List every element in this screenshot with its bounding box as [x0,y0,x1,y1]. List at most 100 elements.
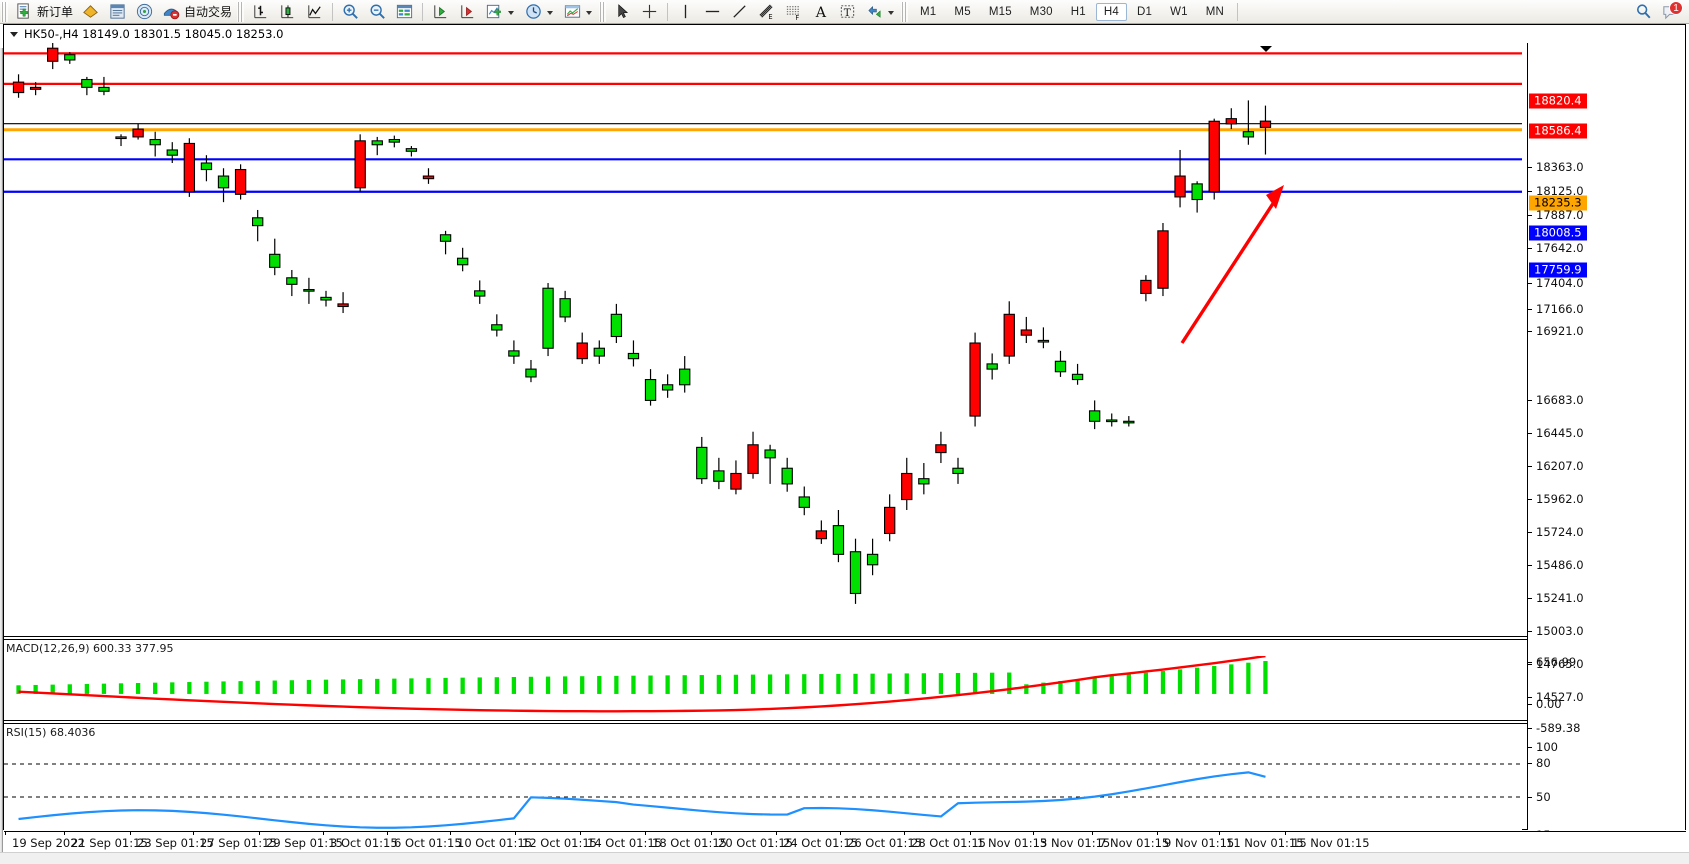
vertical-line-icon [684,4,687,19]
time-tick-label: 6 Oct 01:15 [387,831,462,850]
crosshair-tool-button[interactable] [637,1,662,23]
time-tick-label: 3 Nov 01:15 [1032,831,1111,850]
timeframe-h4[interactable]: H4 [1095,2,1127,21]
trendline-tool-button[interactable] [727,1,752,23]
notifications-button[interactable]: 1 [1658,0,1683,23]
templates-button[interactable] [560,1,597,23]
auto-trading-icon [163,8,180,20]
time-tick-label: 29 Sep 01:15 [259,831,343,850]
price-tick: 18125.0 [1528,184,1584,198]
toolbar-separator-3 [667,2,669,21]
terminal-window-icon [110,4,125,19]
bar-chart-icon [254,5,267,19]
svg-text:F: F [795,14,799,21]
time-tick-label: 12 Oct 01:15 [515,831,597,850]
time-tick-label: 28 Oct 01:15 [904,831,986,850]
timeframe-m30[interactable]: M30 [1029,5,1053,18]
arrows-chevron-down-icon[interactable] [888,10,895,15]
terminal-button[interactable] [105,1,130,23]
bar-chart-button[interactable] [248,1,273,23]
indicators-button[interactable] [482,1,519,23]
indicators-chevron-down-icon[interactable] [508,10,515,15]
price-pane[interactable] [4,43,1522,630]
palette-icon [83,5,98,18]
cursor-tool-button[interactable] [610,1,635,23]
arrows-tool-button[interactable] [862,1,899,23]
text-tool-button[interactable]: A [808,1,833,23]
arrows-shapes-icon [868,6,881,18]
chart-scroll-down-arrow-icon[interactable] [1260,46,1272,52]
main-toolbar: 新订单 [0,0,1689,24]
chart-area: HK50-,H4 18149.0 18301.5 18045.0 18253.0… [0,24,1689,864]
pane-divider-price-macd-2 [4,639,1686,640]
auto-scroll-button[interactable] [455,1,480,23]
timeframe-m5[interactable]: M5 [954,5,971,18]
fibonacci-icon: F [786,6,799,21]
trendline-icon [733,5,746,18]
timeframes-button[interactable] [521,1,558,23]
auto-trading-button[interactable]: 自动交易 [159,1,235,23]
search-icon [1636,4,1651,19]
time-tick-label: 26 Oct 01:15 [840,831,922,850]
new-order-button[interactable]: 新订单 [12,1,76,23]
time-tick-label: 18 Oct 01:15 [645,831,727,850]
timeframe-d1[interactable]: D1 [1137,5,1153,18]
macd-pane[interactable] [4,656,1522,728]
price-tick: 16445.0 [1528,426,1584,440]
toolbar-grip[interactable] [1,1,8,22]
grid-table-icon [396,4,413,19]
chart-shift-icon [434,5,447,19]
toolbar-separator-2 [422,2,424,21]
symbol-header: HK50-,H4 18149.0 18301.5 18045.0 18253.0 [4,25,1684,42]
timeframe-w1[interactable]: W1 [1170,5,1188,18]
signals-button[interactable] [132,1,157,23]
fibonacci-tool-button[interactable]: F [781,1,806,23]
timeframe-group: M1 M5 M15 M30 H1 H4 D1 W1 MN [911,2,1233,21]
price-level-tag: 18235.3 [1529,195,1587,211]
equidistant-channel-button[interactable]: E [754,1,779,23]
zoom-out-button[interactable] [365,1,390,23]
macd-tick: 0.00 [1528,697,1562,711]
search-button[interactable] [1631,1,1656,23]
templates-chevron-down-icon[interactable] [586,10,593,15]
timeframe-m1[interactable]: M1 [920,5,937,18]
rsi-tick: 80 [1528,756,1551,770]
symbol-dropdown-icon[interactable] [10,32,18,37]
price-scale-axis[interactable]: 18363.0 18125.0 17887.0 17642.0 17404.0 17166… [1527,43,1685,852]
time-tick-label: 27 Sep 01:15 [193,831,277,850]
timeframes-chevron-down-icon[interactable] [547,10,554,15]
time-tick-label: 10 Oct 01:15 [450,831,532,850]
horizontal-line-tool-button[interactable] [700,1,725,23]
time-tick-label: 20 Oct 01:15 [711,831,793,850]
zoom-in-button[interactable] [338,1,363,23]
svg-text:T: T [844,7,851,19]
toolbar-grip-4[interactable] [901,1,909,22]
timeframe-m15[interactable]: M15 [988,5,1012,18]
data-window-button[interactable] [392,1,417,23]
timeframe-h1[interactable]: H1 [1070,5,1086,18]
vertical-line-tool-button[interactable] [673,1,698,23]
price-tick: 15724.0 [1528,525,1584,539]
signal-radar-icon [136,3,153,20]
cursor-arrow-icon [618,4,629,19]
chart-left-scrollbar[interactable] [0,48,3,854]
time-scale-axis[interactable]: 19 Sep 2022 21 Sep 01:15 23 Sep 01:15 27 Se… [4,831,1686,853]
symbol-ohlc-text: HK50-,H4 18149.0 18301.5 18045.0 18253.0 [24,26,284,41]
candlestick-chart-button[interactable] [275,1,300,23]
toolbar-grip-2[interactable] [237,1,245,22]
rsi-tick: 50 [1528,790,1551,804]
time-tick-label: 23 Sep 01:15 [130,831,214,850]
clock-icon [526,4,541,19]
toolbar-grip-3[interactable] [599,1,607,22]
line-chart-button[interactable] [302,1,327,23]
chart-shift-button[interactable] [428,1,453,23]
horizontal-line-icon [705,10,720,13]
timeframe-mn[interactable]: MN [1205,5,1225,18]
time-tick-label: 14 Oct 01:15 [580,831,662,850]
channel-icon: E [759,4,773,21]
text-label-tool-button[interactable]: T [835,1,860,23]
text-icon: A [815,5,827,21]
trend-arrow-annotation [1180,185,1284,344]
chart-style-button[interactable] [78,1,103,23]
